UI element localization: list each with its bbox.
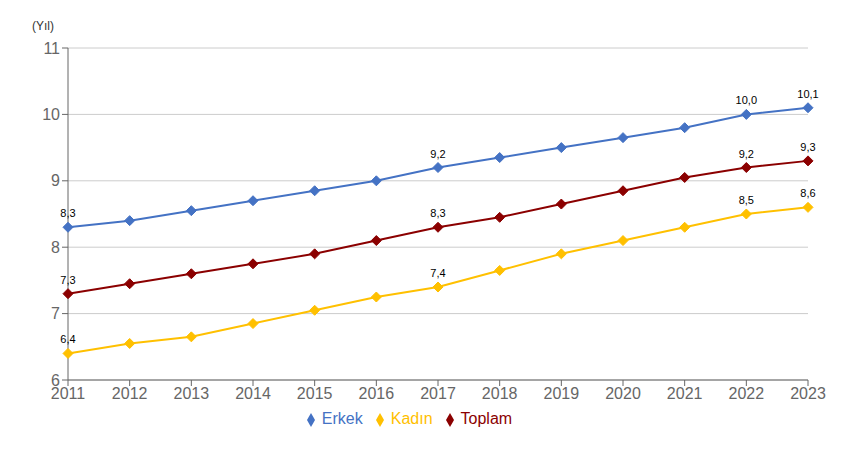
- svg-text:2021: 2021: [667, 385, 703, 402]
- svg-text:9: 9: [51, 172, 60, 189]
- svg-text:9,2: 9,2: [430, 148, 445, 160]
- html-text:Toplam: Toplam: [460, 410, 513, 427]
- html-text:Erkek: Erkek: [321, 410, 363, 427]
- svg-text:9,3: 9,3: [800, 141, 815, 153]
- svg-text:9,2: 9,2: [739, 148, 754, 160]
- svg-text:2015: 2015: [297, 385, 333, 402]
- svg-text:8,3: 8,3: [60, 207, 75, 219]
- svg-text:2022: 2022: [729, 385, 765, 402]
- svg-text:11: 11: [43, 40, 60, 57]
- svg-text:6,4: 6,4: [60, 333, 75, 345]
- svg-text:2019: 2019: [544, 385, 580, 402]
- svg-text:2018: 2018: [482, 385, 518, 402]
- svg-text:8,6: 8,6: [800, 187, 815, 199]
- svg-text:2016: 2016: [359, 385, 395, 402]
- svg-text:10,1: 10,1: [797, 88, 818, 100]
- svg-text:7,3: 7,3: [60, 274, 75, 286]
- svg-text:7: 7: [51, 305, 60, 322]
- svg-text:7,4: 7,4: [430, 267, 445, 279]
- svg-text:8,5: 8,5: [739, 194, 754, 206]
- svg-text:(Yıl): (Yıl): [32, 19, 54, 33]
- svg-text:10,0: 10,0: [736, 94, 757, 106]
- svg-text:2017: 2017: [420, 385, 456, 402]
- svg-text:8: 8: [51, 239, 60, 256]
- html-text:Kadın: Kadın: [390, 410, 433, 427]
- svg-text:2014: 2014: [235, 385, 271, 402]
- svg-text:2020: 2020: [605, 385, 641, 402]
- svg-text:2012: 2012: [112, 385, 148, 402]
- svg-text:6: 6: [51, 372, 60, 389]
- svg-text:10: 10: [42, 106, 60, 123]
- svg-text:2023: 2023: [790, 385, 826, 402]
- svg-text:2011: 2011: [50, 385, 86, 403]
- svg-text:2013: 2013: [174, 385, 210, 402]
- svg-text:8,3: 8,3: [430, 207, 445, 219]
